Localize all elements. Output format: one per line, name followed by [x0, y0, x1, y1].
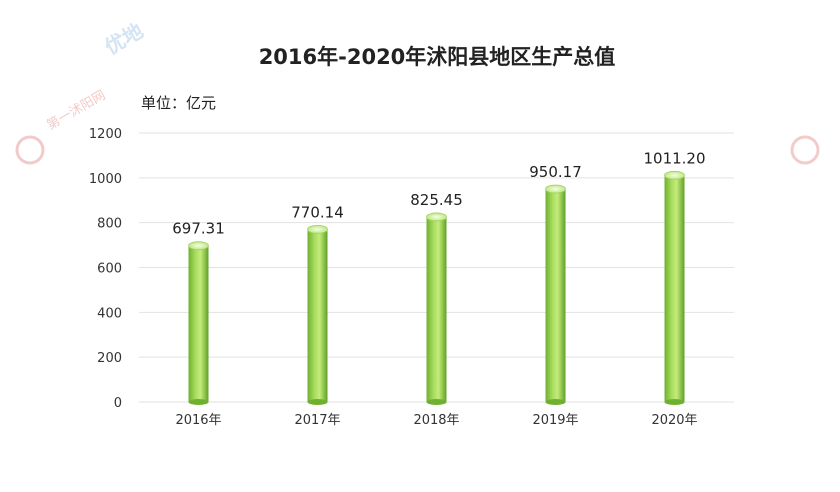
watermark-left: 第一沭阳网 — [15, 88, 108, 165]
bar — [664, 170, 685, 405]
chart-title: 2016年-2020年沭阳县地区生产总值 — [259, 45, 616, 69]
watermark-right — [790, 135, 820, 165]
y-tick-label: 400 — [97, 306, 122, 321]
watermark-top-logo: 优地 — [101, 19, 148, 60]
bar-base — [188, 399, 209, 405]
bar-body — [545, 189, 566, 402]
data-label: 1011.20 — [643, 149, 705, 167]
x-tick-label: 2019年 — [532, 413, 578, 428]
bar-cap — [664, 170, 685, 180]
bar-cap — [426, 212, 447, 222]
bar-cap — [307, 224, 328, 234]
bar — [426, 212, 447, 405]
y-tick-label: 800 — [97, 217, 122, 232]
bar-cap — [545, 184, 566, 194]
bar-body — [426, 216, 447, 402]
bar — [307, 224, 328, 405]
bar-body — [188, 245, 209, 402]
bar-base — [545, 399, 566, 405]
y-tick-label: 1200 — [89, 127, 122, 142]
data-label: 825.45 — [410, 191, 463, 209]
data-label: 950.17 — [529, 163, 582, 181]
x-tick-label: 2016年 — [175, 413, 221, 428]
bar-base — [664, 399, 685, 405]
bar-body — [664, 175, 685, 402]
y-tick-label: 600 — [97, 262, 122, 277]
x-tick-label: 2018年 — [413, 413, 459, 428]
y-tick-label: 0 — [114, 396, 122, 411]
bar-base — [307, 399, 328, 405]
data-label: 770.14 — [291, 203, 344, 221]
y-tick-label: 1000 — [89, 172, 122, 187]
data-label: 697.31 — [172, 220, 225, 238]
y-tick-label: 200 — [97, 351, 122, 366]
bar-body — [307, 229, 328, 402]
bar — [545, 184, 566, 405]
svg-text:优地: 优地 — [101, 19, 148, 60]
x-tick-label: 2020年 — [651, 413, 697, 428]
x-tick-label: 2017年 — [294, 413, 340, 428]
bar — [188, 241, 209, 405]
unit-label: 单位：亿元 — [141, 94, 216, 112]
bar-base — [426, 399, 447, 405]
bar-cap — [188, 241, 209, 251]
